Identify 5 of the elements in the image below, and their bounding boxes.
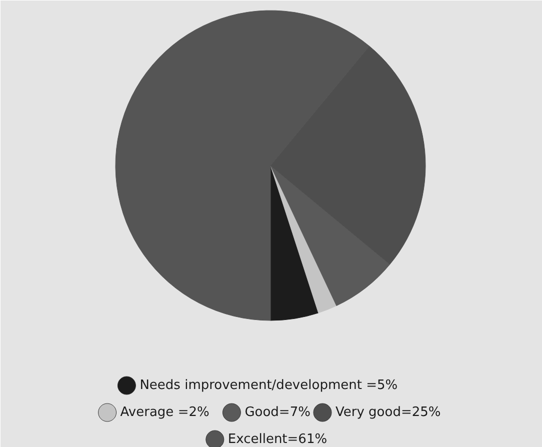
legend-label: Needs improvement/development =5% — [140, 378, 398, 393]
legend-label: Average =2% — [120, 405, 210, 420]
legend-label: Good=7% — [244, 405, 310, 420]
legend-label: Excellent=61% — [228, 432, 328, 447]
legend-label: Very good=25% — [336, 405, 441, 420]
